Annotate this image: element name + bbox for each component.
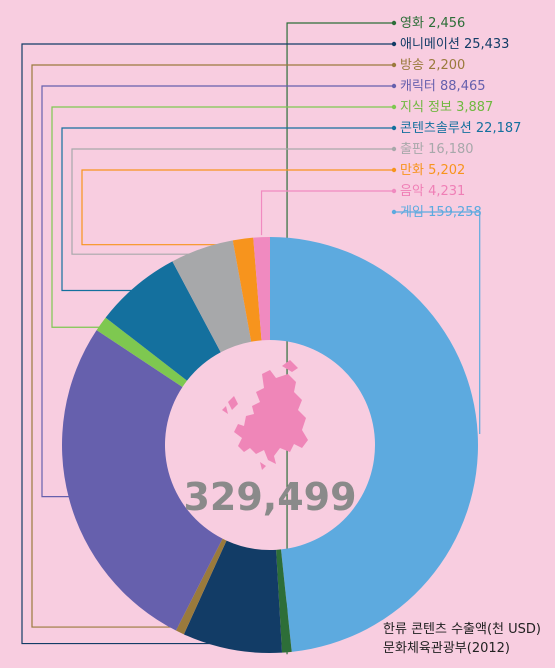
slice-영화 xyxy=(276,549,292,653)
legend-label: 음악 xyxy=(400,184,428,199)
legend-dot-음악 xyxy=(391,188,397,194)
caption: 한류 콘텐츠 수출액(천 USD) 문화체육관광부(2012) xyxy=(383,620,541,658)
slice-게임 xyxy=(270,237,478,652)
leader-line-게임 xyxy=(392,211,481,435)
legend-dot-캐릭터 xyxy=(391,83,397,89)
legend-label: 애니메이션 xyxy=(400,37,464,52)
leader-line-출판 xyxy=(71,148,392,255)
caption-source: 문화체육관광부(2012) xyxy=(383,641,510,656)
legend-dot-애니메이션 xyxy=(391,41,397,47)
legend-value: 3,887 xyxy=(456,100,493,115)
legend-label: 만화 xyxy=(400,163,428,178)
slice-지식-정보 xyxy=(96,317,188,388)
slice-애니메이션 xyxy=(183,540,283,653)
legend-item-방송: 방송 2,200 xyxy=(400,58,465,73)
leader-lines xyxy=(21,22,481,655)
europe-map-icon xyxy=(222,360,308,470)
legend-item-게임: 게임 159,258 xyxy=(400,205,482,220)
legend-label: 영화 xyxy=(400,16,428,31)
slice-출판 xyxy=(172,240,252,353)
legend-value: 88,465 xyxy=(440,79,486,94)
legend-label: 캐릭터 xyxy=(400,79,440,94)
legend-value: 159,258 xyxy=(428,205,482,220)
legend-dot-지식-정보 xyxy=(391,104,397,110)
legend: 영화 2,456 애니메이션 25,433 방송 2,200 캐릭터 88,465 지식… xyxy=(391,16,521,220)
legend-value: 25,433 xyxy=(464,37,510,52)
legend-label: 콘텐츠솔루션 xyxy=(400,121,476,136)
legend-value: 2,200 xyxy=(428,58,465,73)
legend-item-만화: 만화 5,202 xyxy=(400,163,465,178)
legend-item-영화: 영화 2,456 xyxy=(400,16,465,31)
legend-item-캐릭터: 캐릭터 88,465 xyxy=(400,79,486,94)
legend-dot-게임 xyxy=(391,209,397,215)
total-value: 329,499 xyxy=(183,475,356,519)
slice-방송 xyxy=(175,538,227,635)
legend-item-음악: 음악 4,231 xyxy=(400,184,465,199)
legend-value: 2,456 xyxy=(428,16,465,31)
legend-value: 4,231 xyxy=(428,184,465,199)
legend-dot-콘텐츠솔루션 xyxy=(391,125,397,131)
legend-value: 22,187 xyxy=(476,121,522,136)
legend-dot-만화 xyxy=(391,167,397,173)
leader-line-애니메이션 xyxy=(21,43,392,645)
leader-line-음악 xyxy=(260,190,392,236)
donut-center: 329,499 xyxy=(183,360,357,519)
legend-item-지식-정보: 지식 정보 3,887 xyxy=(400,100,493,115)
leader-line-만화 xyxy=(81,169,392,246)
legend-label: 방송 xyxy=(400,58,428,73)
legend-label: 게임 xyxy=(400,205,428,220)
legend-item-출판: 출판 16,180 xyxy=(400,142,474,157)
legend-dot-영화 xyxy=(391,20,397,26)
legend-label: 출판 xyxy=(400,142,428,157)
donut-slices xyxy=(61,237,478,653)
leader-line-캐릭터 xyxy=(41,85,392,498)
legend-item-콘텐츠솔루션: 콘텐츠솔루션 22,187 xyxy=(400,121,521,136)
legend-value: 16,180 xyxy=(428,142,474,157)
leader-line-지식-정보 xyxy=(51,106,392,328)
legend-dot-방송 xyxy=(391,62,397,68)
legend-item-애니메이션: 애니메이션 25,433 xyxy=(400,37,509,52)
slice-콘텐츠솔루션 xyxy=(105,261,221,381)
caption-title: 한류 콘텐츠 수출액(천 USD) xyxy=(383,622,541,637)
legend-dot-출판 xyxy=(391,146,397,152)
legend-label: 지식 정보 xyxy=(400,100,456,115)
slice-만화 xyxy=(232,237,262,342)
leader-line-콘텐츠솔루션 xyxy=(61,127,392,292)
slice-음악 xyxy=(253,237,270,341)
slice-캐릭터 xyxy=(61,330,223,631)
leader-line-방송 xyxy=(31,64,392,628)
legend-value: 5,202 xyxy=(428,163,465,178)
